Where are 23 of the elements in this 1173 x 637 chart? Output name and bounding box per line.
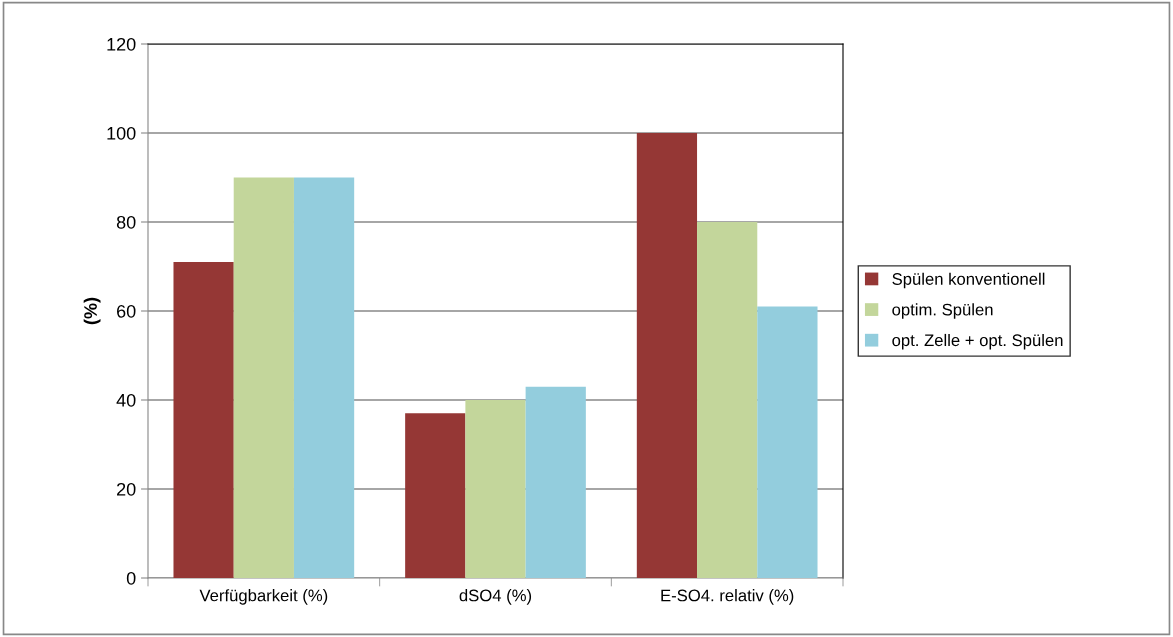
- bar: [173, 262, 234, 578]
- legend-label: optim. Spülen: [892, 303, 993, 319]
- bar: [233, 177, 294, 578]
- y-tick-label: 40: [116, 393, 136, 407]
- bar: [636, 133, 698, 578]
- legend-label: Spülen konventionell: [892, 272, 1045, 289]
- y-tick-label: 20: [117, 482, 136, 496]
- x-tick-label: dSO4 (%): [459, 589, 532, 605]
- y-tick-label: 80: [116, 215, 136, 229]
- y-tick-label: 0: [126, 571, 136, 585]
- bar: [465, 400, 526, 578]
- legend-label: opt. Zelle + opt. Spülen: [892, 333, 1063, 350]
- y-axis-title: (%): [83, 297, 101, 325]
- bar: [697, 222, 758, 578]
- y-tick-label: 120: [107, 37, 136, 51]
- y-tick-label: 100: [107, 126, 136, 140]
- bar: [293, 177, 355, 578]
- bar: [757, 306, 818, 578]
- x-tick-label: E-SO4. relativ (%): [661, 589, 794, 605]
- y-tick-label: 60: [117, 304, 136, 318]
- x-tick-label: Verfügbarkeit (%): [199, 589, 328, 605]
- bar: [525, 386, 586, 578]
- bar: [405, 413, 466, 578]
